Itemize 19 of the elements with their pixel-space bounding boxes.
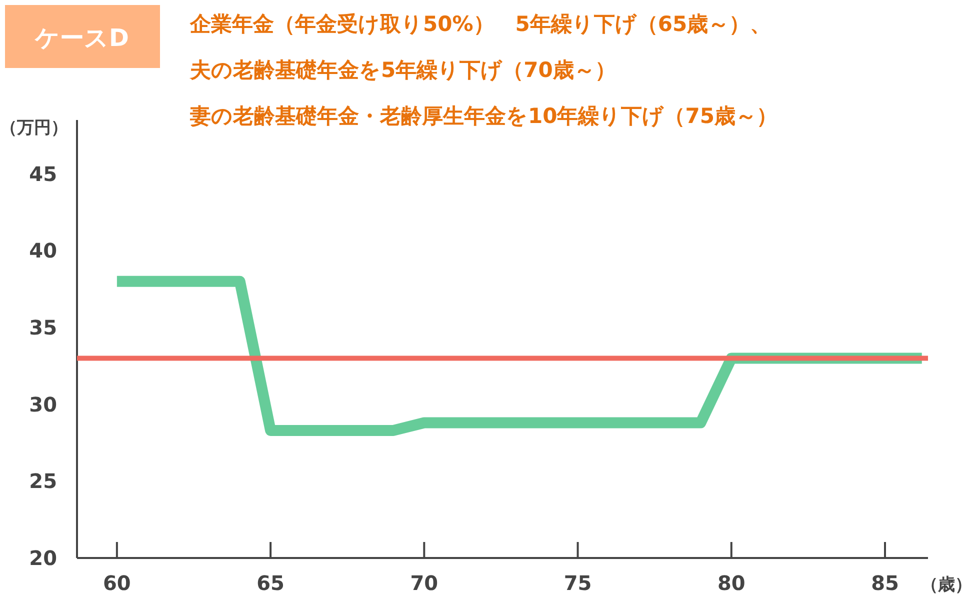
x-tick-label: 70	[410, 571, 438, 595]
x-axis-title: （歳）	[921, 575, 972, 595]
x-tick-label: 60	[103, 571, 131, 595]
text: 企業年金（年金受け取り50%） 5年繰り下げ（65歳～）、	[189, 12, 772, 36]
x-tick-label: 75	[564, 571, 592, 595]
y-tick-label: 30	[29, 392, 57, 416]
text: 夫の老齢基礎年金を5年繰り下げ（70歳～）	[189, 58, 616, 82]
x-tick-label: 65	[256, 571, 284, 595]
y-tick-label: 20	[29, 546, 57, 570]
x-tick-label: 85	[871, 571, 899, 595]
y-tick-label: 25	[29, 469, 57, 494]
x-tick-label: 80	[717, 571, 746, 595]
y-tick-label: 45	[29, 162, 57, 186]
y-tick-label: 40	[29, 238, 57, 263]
annotation: 妻の老齢基礎年金・老齢厚生年金を10年繰り下げ（75歳～）	[189, 104, 778, 128]
y-axis-title: （万円）	[0, 118, 68, 138]
chart-title: ケースD	[34, 24, 129, 52]
y-tick-label: 35	[29, 315, 57, 340]
title: ケースD	[5, 5, 160, 68]
